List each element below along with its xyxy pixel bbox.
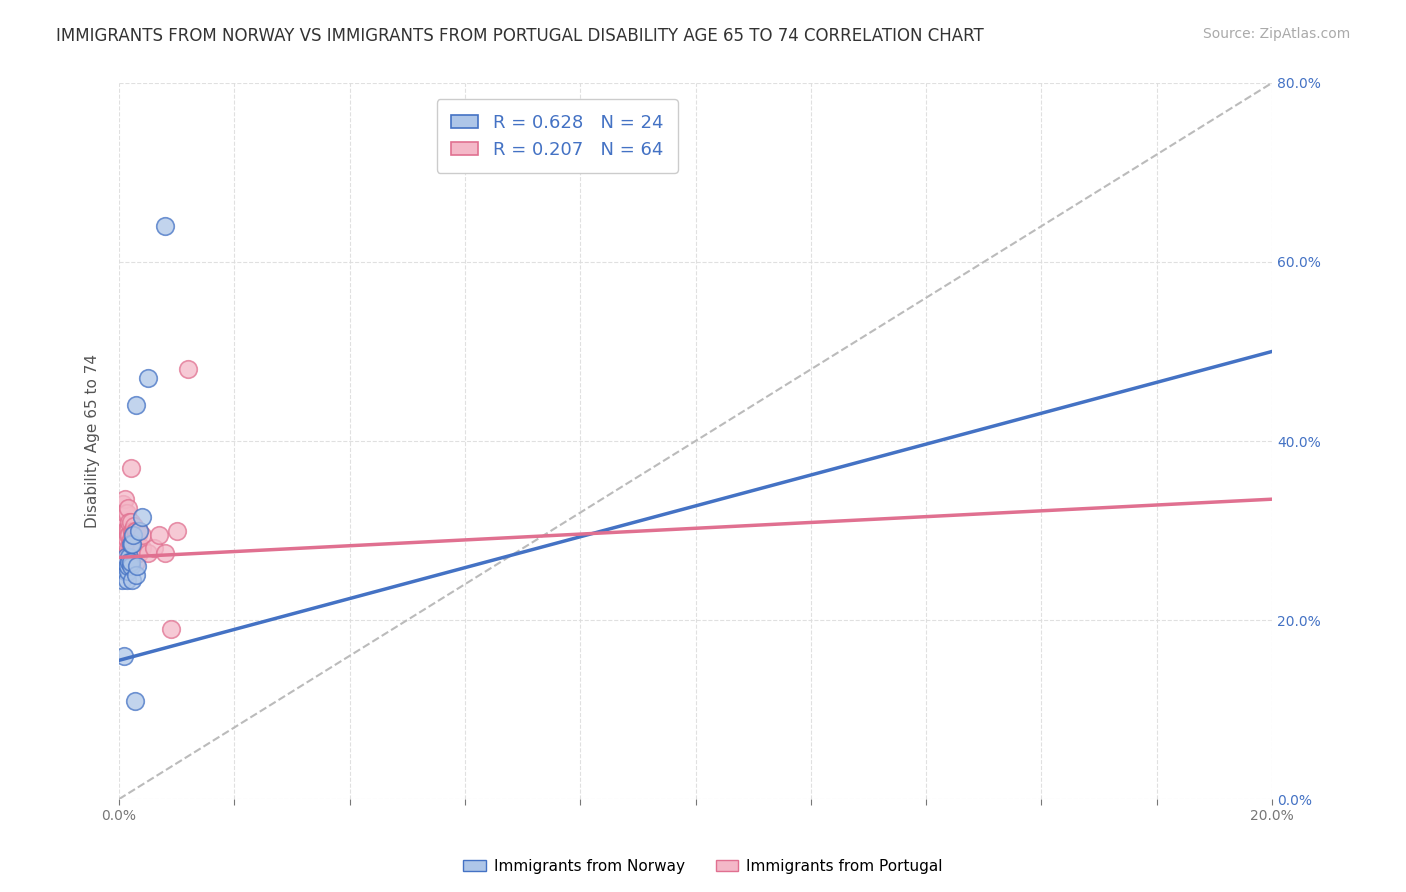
Point [148, 528, 170, 542]
Point [127, 541, 149, 556]
Point [115, 550, 138, 565]
Point [110, 546, 132, 560]
Point [128, 524, 150, 538]
Point [125, 546, 148, 560]
Point [127, 528, 149, 542]
Point [115, 533, 138, 547]
Point [122, 519, 145, 533]
Point [121, 528, 143, 542]
Point [111, 515, 134, 529]
Legend: Immigrants from Norway, Immigrants from Portugal: Immigrants from Norway, Immigrants from … [457, 853, 949, 880]
Point [117, 559, 139, 574]
Point [120, 461, 142, 475]
Text: Source: ZipAtlas.com: Source: ZipAtlas.com [1202, 27, 1350, 41]
Point [118, 555, 141, 569]
Point [115, 524, 138, 538]
Point [121, 546, 143, 560]
Point [118, 515, 141, 529]
Point [122, 524, 145, 538]
Point [120, 550, 142, 565]
Point [120, 515, 142, 529]
Point [128, 524, 150, 538]
Point [111, 573, 134, 587]
Point [124, 524, 146, 538]
Point [153, 546, 176, 560]
Point [110, 524, 132, 538]
Point [131, 528, 153, 542]
Point [114, 555, 136, 569]
Point [117, 501, 139, 516]
Point [118, 550, 141, 565]
Point [115, 537, 138, 551]
Point [160, 622, 183, 636]
Point [121, 573, 143, 587]
Point [125, 398, 148, 412]
Point [114, 550, 136, 565]
Point [112, 524, 135, 538]
Point [117, 528, 139, 542]
Point [115, 573, 138, 587]
Point [111, 537, 134, 551]
Y-axis label: Disability Age 65 to 74: Disability Age 65 to 74 [86, 354, 100, 528]
Point [112, 515, 135, 529]
Point [114, 541, 136, 556]
Point [120, 559, 142, 574]
Point [121, 537, 143, 551]
Point [118, 550, 141, 565]
Point [114, 524, 136, 538]
Point [121, 524, 143, 538]
Point [128, 546, 150, 560]
Point [115, 506, 138, 520]
Point [125, 568, 148, 582]
Point [112, 648, 135, 663]
Point [118, 537, 141, 551]
Point [125, 524, 148, 538]
Point [120, 533, 142, 547]
Point [112, 555, 135, 569]
Point [112, 528, 135, 542]
Point [122, 528, 145, 542]
Point [114, 506, 136, 520]
Point [131, 541, 153, 556]
Point [114, 555, 136, 569]
Point [121, 546, 143, 560]
Point [122, 537, 145, 551]
Point [117, 550, 139, 565]
Point [120, 537, 142, 551]
Point [124, 693, 146, 707]
Point [177, 362, 200, 376]
Point [112, 497, 135, 511]
Point [127, 559, 149, 574]
Point [118, 546, 141, 560]
Point [111, 533, 134, 547]
Point [115, 546, 138, 560]
Text: IMMIGRANTS FROM NORWAY VS IMMIGRANTS FROM PORTUGAL DISABILITY AGE 65 TO 74 CORRE: IMMIGRANTS FROM NORWAY VS IMMIGRANTS FRO… [56, 27, 984, 45]
Point [120, 555, 142, 569]
Point [114, 492, 136, 507]
Point [136, 546, 159, 560]
Point [131, 510, 153, 524]
Point [117, 524, 139, 538]
Point [125, 528, 148, 542]
Point [142, 541, 165, 556]
Point [114, 564, 136, 578]
Point [125, 555, 148, 569]
Point [166, 524, 188, 538]
Point [136, 371, 159, 385]
Point [117, 564, 139, 578]
Point [124, 546, 146, 560]
Point [118, 528, 141, 542]
Point [117, 541, 139, 556]
Point [120, 555, 142, 569]
Point [115, 524, 138, 538]
Legend: R = 0.628   N = 24, R = 0.207   N = 64: R = 0.628 N = 24, R = 0.207 N = 64 [437, 99, 678, 173]
Point [122, 546, 145, 560]
Point [153, 219, 176, 234]
